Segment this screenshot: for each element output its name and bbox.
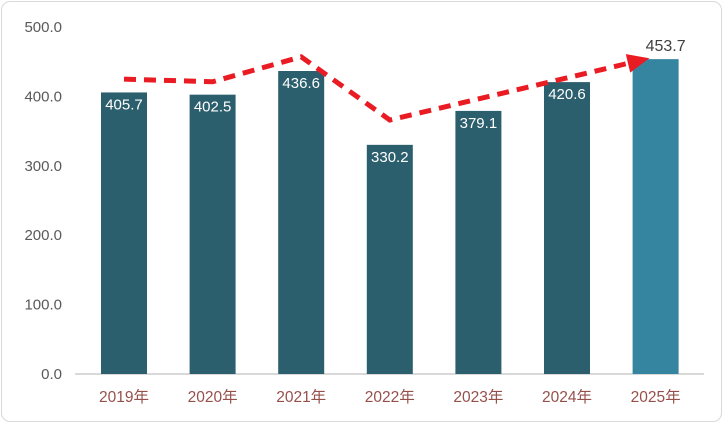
trend-line [123, 54, 633, 123]
x-axis-tick-label: 2021年 [276, 388, 326, 406]
bar [366, 144, 413, 374]
bar-value-label: 405.7 [105, 96, 143, 113]
x-axis-tick-label: 2023年 [453, 388, 503, 406]
bar-value-label: 453.7 [646, 38, 686, 55]
y-axis-tick-label: 0.0 [41, 366, 62, 383]
x-axis-tick-label: 2024年 [542, 388, 592, 406]
x-axis-tick-label: 2022年 [365, 388, 415, 406]
bar [278, 70, 325, 374]
x-axis-tick-label: 2025年 [631, 388, 681, 406]
bar-value-label: 402.5 [194, 99, 232, 116]
y-axis-tick-label: 200.0 [24, 227, 62, 244]
y-axis-tick-label: 300.0 [24, 158, 62, 175]
trend-arrow-head-icon [625, 54, 650, 73]
bar [455, 110, 502, 374]
x-axis-tick-label: 2020年 [188, 388, 238, 406]
bar [101, 92, 147, 374]
y-axis-tick-label: 500.0 [24, 19, 62, 36]
bar-value-label: 436.6 [282, 75, 320, 92]
bar [544, 82, 590, 374]
y-axis-tick-label: 100.0 [24, 297, 62, 314]
bar-value-label: 379.1 [460, 115, 498, 132]
y-axis-tick-label: 400.0 [24, 88, 62, 105]
bar-value-label: 420.6 [548, 86, 586, 103]
x-axis-tick-label: 2019年 [99, 388, 149, 406]
bar-value-label: 330.2 [371, 149, 409, 166]
bar [189, 94, 236, 374]
bar [632, 59, 679, 374]
